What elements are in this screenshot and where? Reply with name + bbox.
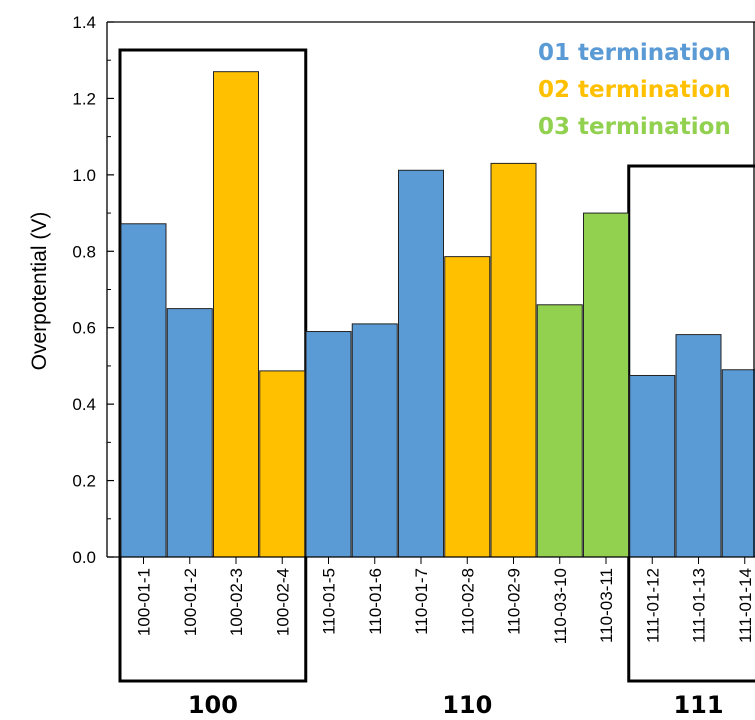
x-tick-label: 110-01-5 [320, 568, 339, 635]
bars [120, 71, 755, 558]
bar-110-03-11 [583, 212, 629, 558]
x-tick-label: 100-01-2 [181, 568, 200, 636]
x-tick-label: 110-02-9 [505, 568, 524, 635]
bar-100-01-2 [166, 308, 213, 558]
bar-111-01-13 [675, 334, 722, 558]
y-tick-label: 1.4 [72, 13, 96, 32]
y-axis-ticks: 0.0 0.2 0.4 0.6 0.8 1.0 1.2 1.4 [72, 13, 114, 567]
y-tick-label: 0.4 [72, 395, 96, 414]
bar-100-01-1 [120, 223, 167, 558]
y-tick-label: 0.8 [72, 242, 96, 261]
y-tick-label: 0.2 [72, 472, 96, 491]
y-tick-label: 1.0 [72, 166, 96, 185]
x-tick-label: 110-02-8 [458, 568, 477, 635]
x-tick-label: 110-03-11 [597, 568, 616, 643]
legend-entry-02: 02 termination [538, 77, 731, 103]
bar-110-01-6 [351, 323, 398, 558]
x-tick-label: 111-01-12 [643, 568, 662, 643]
bar-110-02-8 [444, 256, 491, 558]
bar-110-02-9 [490, 162, 537, 558]
x-tick-label: 110-03-10 [551, 568, 570, 644]
x-tick-label: 110-01-6 [366, 568, 385, 635]
x-axis-tick-labels: 100-01-1 100-01-2 100-02-3 100-02-4 110-01-5… [135, 557, 755, 644]
legend: 01 termination 02 termination 03 terminati… [538, 40, 731, 140]
axes [106, 21, 755, 558]
x-tick-label: 111-01-13 [690, 568, 709, 643]
bar-110-01-7 [398, 169, 444, 558]
x-tick-label: 100-01-1 [135, 568, 154, 636]
bar-110-01-5 [305, 331, 352, 558]
bar-111-01-12 [629, 374, 676, 558]
bar-100-02-4 [259, 370, 306, 558]
y-tick-label: 0.6 [72, 319, 96, 338]
group-label-111: 111 [673, 691, 723, 719]
x-tick-label: 110-01-7 [412, 568, 431, 635]
legend-entry-03: 03 termination [538, 114, 731, 140]
group-label-100: 100 [188, 691, 238, 719]
group-labels: 100 110 111 [188, 691, 724, 719]
bar-111-01-14 [721, 369, 755, 558]
y-tick-label: 0.0 [72, 548, 96, 567]
bar-100-02-3 [213, 71, 259, 558]
bar-110-03-10 [536, 304, 583, 558]
y-tick-label: 1.2 [72, 89, 96, 108]
legend-entry-01: 01 termination [538, 40, 731, 66]
x-tick-label: 111-01-14 [736, 568, 755, 643]
y-axis-title: Overpotential (V) [28, 212, 51, 371]
x-tick-label: 100-02-4 [273, 568, 292, 636]
group-label-110: 110 [442, 691, 492, 719]
x-tick-label: 100-02-3 [227, 568, 246, 636]
